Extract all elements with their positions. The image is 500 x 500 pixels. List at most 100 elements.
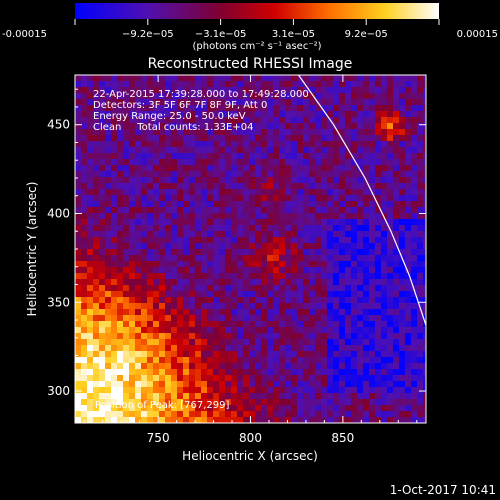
heatmap-cell (423, 177, 426, 184)
heatmap-cell (201, 381, 208, 388)
heatmap-cell (381, 237, 388, 244)
heatmap-cell (75, 165, 82, 172)
heatmap-cell (381, 297, 388, 304)
heatmap-cell (141, 189, 148, 196)
heatmap-cell (147, 111, 154, 118)
heatmap-cell (87, 123, 94, 130)
heatmap-cell (399, 117, 406, 124)
heatmap-cell (267, 237, 274, 244)
heatmap-cell (105, 381, 112, 388)
heatmap-cell (105, 93, 112, 100)
heatmap-cell (399, 357, 406, 364)
heatmap-cell (195, 411, 202, 418)
heatmap-cell (261, 285, 268, 292)
heatmap-cell (339, 183, 346, 190)
heatmap-cell (195, 111, 202, 118)
heatmap-cell (393, 279, 400, 286)
heatmap-cell (195, 183, 202, 190)
heatmap-cell (417, 93, 424, 100)
heatmap-cell (249, 117, 256, 124)
heatmap-cell (105, 177, 112, 184)
heatmap-cell (111, 75, 118, 82)
heatmap-cell (117, 333, 124, 340)
heatmap-cell (423, 249, 426, 256)
heatmap-cell (333, 399, 340, 406)
heatmap-cell (147, 411, 154, 418)
heatmap-cell (123, 231, 130, 238)
heatmap-cell (213, 399, 220, 406)
heatmap-cell (291, 213, 298, 220)
heatmap-cell (411, 399, 418, 406)
heatmap-cell (147, 159, 154, 166)
heatmap-cell (207, 411, 214, 418)
heatmap-cell (129, 333, 136, 340)
heatmap-cell (123, 411, 130, 418)
heatmap-cell (159, 255, 166, 262)
heatmap-cell (201, 105, 208, 112)
heatmap-cell (375, 273, 382, 280)
heatmap-cell (129, 405, 136, 412)
heatmap-cell (303, 273, 310, 280)
heatmap-cell (273, 387, 280, 394)
heatmap-cell (249, 165, 256, 172)
heatmap-cell (303, 201, 310, 208)
heatmap-cell (243, 267, 250, 274)
heatmap-cell (375, 195, 382, 202)
heatmap-cell (249, 231, 256, 238)
heatmap-cell (423, 129, 426, 136)
heatmap-cell (273, 249, 280, 256)
heatmap-cell (255, 303, 262, 310)
heatmap-cell (411, 315, 418, 322)
heatmap-cell (111, 369, 118, 376)
heatmap-cell (321, 99, 328, 106)
heatmap-cell (381, 375, 388, 382)
heatmap-cell (207, 183, 214, 190)
heatmap-cell (405, 261, 412, 268)
heatmap-cell (87, 249, 94, 256)
heatmap-cell (201, 225, 208, 232)
heatmap-cell (285, 225, 292, 232)
heatmap-cell (243, 165, 250, 172)
heatmap-cell (339, 117, 346, 124)
heatmap-cell (213, 207, 220, 214)
heatmap-cell (207, 195, 214, 202)
heatmap-cell (345, 117, 352, 124)
heatmap-cell (171, 183, 178, 190)
heatmap-cell (309, 93, 316, 100)
heatmap-cell (123, 195, 130, 202)
heatmap-cell (369, 159, 376, 166)
heatmap-cell (393, 231, 400, 238)
heatmap-cell (255, 129, 262, 136)
heatmap-cell (165, 273, 172, 280)
heatmap-cell (135, 273, 142, 280)
heatmap-cell (93, 249, 100, 256)
heatmap-cell (303, 129, 310, 136)
heatmap-cell (195, 417, 202, 423)
heatmap-cell (285, 339, 292, 346)
heatmap-cell (81, 189, 88, 196)
heatmap-cell (201, 135, 208, 142)
heatmap-cell (243, 279, 250, 286)
heatmap-cell (171, 339, 178, 346)
heatmap-cell (165, 393, 172, 400)
heatmap-cell (339, 201, 346, 208)
heatmap-cell (357, 177, 364, 184)
heatmap-cell (99, 309, 106, 316)
heatmap-cell (135, 111, 142, 118)
heatmap-cell (75, 363, 82, 370)
heatmap-cell (249, 99, 256, 106)
heatmap-cell (381, 189, 388, 196)
heatmap-cell (147, 291, 154, 298)
heatmap-cell (357, 381, 364, 388)
heatmap-cell (399, 153, 406, 160)
heatmap-cell (255, 363, 262, 370)
heatmap-cell (117, 273, 124, 280)
heatmap-cell (165, 141, 172, 148)
heatmap-cell (231, 165, 238, 172)
heatmap-cell (357, 345, 364, 352)
heatmap-cell (105, 339, 112, 346)
heatmap-cell (99, 231, 106, 238)
heatmap-cell (399, 87, 406, 94)
heatmap-cell (213, 327, 220, 334)
heatmap-cell (183, 147, 190, 154)
